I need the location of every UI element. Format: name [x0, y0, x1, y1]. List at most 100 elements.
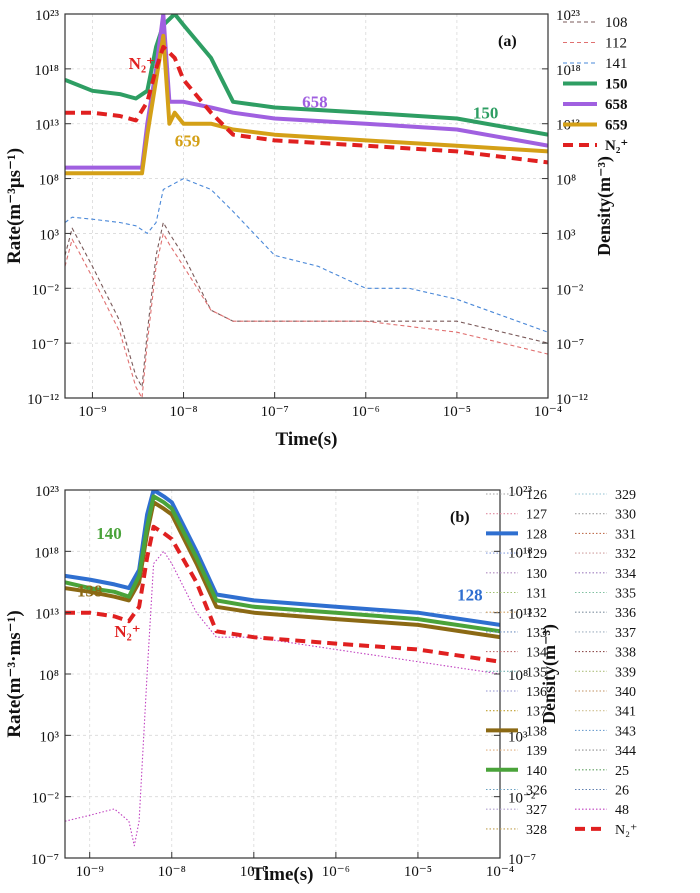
y-tick-label-left: 10¹⁸ — [34, 63, 59, 79]
legend-label: 332 — [615, 547, 636, 562]
series-line-150 — [65, 14, 548, 137]
y-tick-label-right: 10²³ — [556, 8, 580, 24]
legend-label: 112 — [605, 36, 627, 52]
legend-label: 331 — [615, 527, 636, 542]
y-tick-label-right: 10¹⁸ — [508, 545, 533, 561]
y-tick-label-left: 10¹³ — [35, 118, 59, 134]
y-tick-label-left: 10¹⁸ — [34, 545, 59, 561]
series-line-659 — [65, 33, 548, 176]
grid-b — [65, 489, 501, 859]
y-tick-label-left: 10⁻⁷ — [31, 852, 59, 868]
legend-label: 26 — [615, 784, 629, 799]
legend-label: 327 — [526, 803, 547, 818]
x-tick-label: 10⁻⁵ — [443, 404, 471, 420]
y-tick-label-left: 10⁻² — [32, 791, 60, 807]
series-line-N₂⁺ — [65, 44, 548, 165]
x-tick-label: 10⁻⁶ — [352, 404, 380, 420]
y-tick-label-left: 10⁻⁷ — [31, 337, 59, 353]
legend-label: 136 — [526, 685, 547, 700]
y-tick-label-right: 10⁸ — [508, 668, 528, 684]
legend-label: 339 — [615, 665, 636, 680]
annotation-label: 138 — [77, 582, 103, 601]
y-tick-label-right: 10⁻² — [556, 282, 584, 298]
series-line-658 — [65, 14, 548, 170]
y-tick-label-right: 10⁻² — [508, 791, 536, 807]
legend-label: 658 — [605, 97, 628, 113]
x-tick-label: 10⁻⁵ — [404, 864, 432, 880]
y-tick-label-right: 10³ — [556, 227, 576, 243]
series-line-108 — [65, 221, 548, 388]
annotation-label: 150 — [473, 103, 499, 122]
x-tick-label: 10⁻⁶ — [322, 864, 350, 880]
legend-label: 335 — [615, 587, 636, 602]
legend-label: 137 — [526, 705, 547, 720]
y-tick-label-left: 10³ — [40, 227, 60, 243]
annotation-label: 658 — [302, 93, 328, 112]
legend-label: 341 — [615, 705, 636, 720]
legend-label: 141 — [605, 56, 628, 72]
plot-frame-a — [64, 13, 549, 399]
annotation-label: N₂⁺ — [114, 622, 140, 641]
legend-label: 140 — [526, 764, 547, 779]
legend-label: 132 — [526, 606, 547, 621]
series-line-112 — [65, 232, 548, 398]
x-tick-label: 10⁻⁸ — [169, 404, 197, 420]
y-tick-label-left: 10²³ — [35, 484, 59, 500]
legend-label: 126 — [526, 488, 547, 503]
x-tick-label: 10⁻⁷ — [261, 404, 289, 420]
y-tick-label-left: 10⁻¹² — [27, 392, 59, 408]
annotation-label: 140 — [96, 524, 122, 543]
legend-label: 328 — [526, 823, 547, 838]
y-tick-label-left: 10³ — [40, 729, 60, 745]
x-tick-label: 10⁻⁸ — [158, 864, 186, 880]
series-group-a — [65, 14, 548, 398]
panel-label: (a) — [498, 33, 517, 50]
legend-label: 25 — [615, 764, 629, 779]
x-tick-label: 10⁻⁴ — [534, 404, 562, 420]
legend-label: 127 — [526, 508, 547, 523]
legend-label: 138 — [526, 724, 547, 739]
legend-a: 108 112 141 150 658 659 N₂⁺ — [563, 15, 628, 154]
legend-label: N₂⁺ — [615, 823, 637, 838]
y-tick-label-right: 10¹⁸ — [556, 63, 581, 79]
y-tick-label-right: 10¹³ — [508, 607, 532, 623]
series-line-138 — [65, 500, 500, 640]
legend-label: 343 — [615, 724, 636, 739]
legend-label: 139 — [526, 744, 547, 759]
legend-label: 337 — [615, 626, 636, 641]
x-tick-label: 10⁻⁹ — [76, 864, 104, 880]
x-tick-label: 10⁻⁷ — [240, 864, 268, 880]
legend-label: 340 — [615, 685, 636, 700]
annotation-label: N₂⁺ — [129, 54, 155, 73]
panel-label: (b) — [450, 509, 470, 526]
legend-label: N₂⁺ — [605, 138, 628, 154]
x-tick-label: 10⁻⁴ — [486, 864, 514, 880]
series-line-N₂⁺ — [65, 524, 500, 664]
legend-b: 1261271281291301311321331341351361371381… — [486, 488, 637, 838]
y-tick-label-left: 10⁸ — [39, 173, 59, 189]
y-axis-title-right: Density(m⁻³) — [539, 624, 560, 724]
series-line-128 — [65, 490, 500, 627]
y-tick-label-right: 10²³ — [508, 484, 532, 500]
y-axis-title-right: Density(m⁻³) — [594, 156, 615, 256]
legend-label: 338 — [615, 646, 636, 661]
y-tick-label-right: 10⁻⁷ — [556, 337, 584, 353]
y-tick-label-left: 10⁸ — [39, 668, 59, 684]
series-group-b — [65, 490, 500, 847]
y-tick-label-right: 10³ — [508, 729, 528, 745]
series-line-48 — [65, 550, 500, 847]
legend-label: 344 — [615, 744, 636, 759]
legend-label: 133 — [526, 626, 547, 641]
legend-label: 336 — [615, 606, 636, 621]
legend-label: 150 — [605, 77, 628, 93]
annotation-label: 128 — [457, 585, 483, 604]
legend-label: 659 — [605, 118, 628, 134]
legend-label: 334 — [615, 567, 636, 582]
y-tick-label-right: 10⁸ — [556, 173, 576, 189]
legend-label: 48 — [615, 803, 629, 818]
y-tick-label-left: 10²³ — [35, 8, 59, 24]
x-axis-title: Time(s) — [252, 864, 314, 885]
y-tick-label-left: 10⁻² — [32, 282, 60, 298]
